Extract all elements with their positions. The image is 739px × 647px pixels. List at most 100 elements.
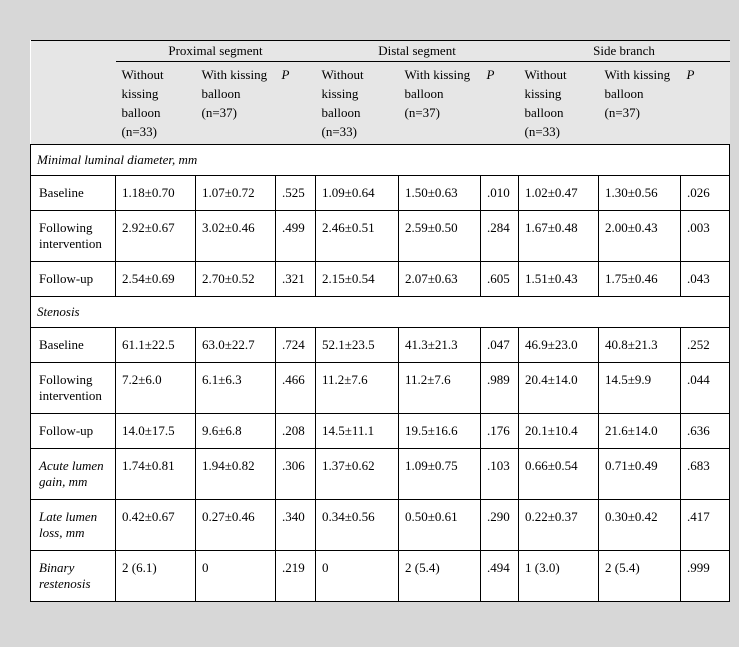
value-cell: 11.2±7.6	[315, 362, 400, 414]
value-cell: 40.8±21.3	[598, 327, 682, 363]
value-cell: 2.07±0.63	[398, 261, 482, 297]
p-value-cell: .605	[480, 261, 520, 297]
subheader-with-kissing-balloon: With kissing balloon (n=37)	[598, 61, 681, 145]
p-value-cell: .636	[680, 413, 731, 449]
p-value-cell: .010	[480, 175, 520, 211]
value-cell: 1.75±0.46	[598, 261, 682, 297]
value-cell: 2.92±0.67	[115, 210, 196, 262]
p-value-cell: .466	[274, 362, 317, 414]
row-label: Late lumen loss, mm	[30, 499, 116, 551]
p-value-cell: .340	[274, 499, 317, 551]
value-cell: 46.9±23.0	[518, 327, 600, 363]
group-header-distal-segment: Distal segment	[315, 40, 519, 62]
p-value-cell: .499	[274, 210, 317, 262]
p-value-cell: .103	[480, 448, 520, 500]
value-cell: 2.54±0.69	[115, 261, 196, 297]
section-label: Minimal luminal diameter, mm	[29, 144, 731, 176]
value-cell: 1.51±0.43	[518, 261, 600, 297]
value-cell: 19.5±16.6	[398, 413, 482, 449]
subheader-with-kissing-balloon: With kissing balloon (n=37)	[398, 61, 481, 145]
subheader-without-kissing-balloon: Without kissing balloon (n=33)	[115, 61, 196, 145]
value-cell: 20.1±10.4	[518, 413, 600, 449]
p-value-cell: .176	[480, 413, 520, 449]
value-cell: 20.4±14.0	[518, 362, 600, 414]
value-cell: 6.1±6.3	[195, 362, 276, 414]
value-cell: 0.71±0.49	[598, 448, 682, 500]
value-cell: 1.09±0.64	[315, 175, 400, 211]
value-cell: 9.6±6.8	[195, 413, 276, 449]
table-row: Following intervention 7.2±6.0 6.1±6.3.466…	[30, 362, 731, 414]
p-value-cell: .252	[680, 327, 731, 363]
subheader-without-kissing-balloon: Without kissing balloon (n=33)	[518, 61, 599, 145]
section-row: Stenosis	[29, 296, 731, 328]
p-value-cell: .047	[480, 327, 520, 363]
table-body: Minimal luminal diameter, mm Baseline 1.18…	[29, 144, 731, 602]
p-value-cell: .208	[274, 413, 317, 449]
subheader-without-kissing-balloon: Without kissing balloon (n=33)	[315, 61, 399, 145]
table-row: Binary restenosis 2 (6.1) 0.219 0 2 (5.4) .49…	[30, 550, 731, 602]
value-cell: 2.15±0.54	[315, 261, 400, 297]
value-cell: 1.74±0.81	[115, 448, 196, 500]
value-cell: 1.37±0.62	[315, 448, 400, 500]
p-value-cell: .724	[274, 327, 317, 363]
value-cell: 14.0±17.5	[115, 413, 196, 449]
table-row: Follow-up 14.0±17.5 9.6±6.8.208 14.5±11.1 19…	[30, 413, 731, 449]
value-cell: 63.0±22.7	[195, 327, 276, 363]
table-row: Following intervention 2.92±0.67 3.02±0.46…	[30, 210, 731, 262]
value-cell: 0.30±0.42	[598, 499, 682, 551]
p-value-cell: .044	[680, 362, 731, 414]
row-label: Baseline	[30, 327, 116, 363]
value-cell: 14.5±9.9	[598, 362, 682, 414]
group-header-side-branch: Side branch	[518, 40, 730, 62]
row-label: Baseline	[30, 175, 116, 211]
row-label: Follow-up	[30, 413, 116, 449]
value-cell: 7.2±6.0	[115, 362, 196, 414]
value-cell: 0	[315, 550, 400, 602]
value-cell: 0.50±0.61	[398, 499, 482, 551]
value-cell: 3.02±0.46	[195, 210, 276, 262]
p-value-cell: .989	[480, 362, 520, 414]
value-cell: 52.1±23.5	[315, 327, 400, 363]
value-cell: 2.70±0.52	[195, 261, 276, 297]
subheader-row: Without kissing balloon (n=33) With kiss…	[30, 61, 730, 145]
p-value-cell: .026	[680, 175, 731, 211]
value-cell: 1.30±0.56	[598, 175, 682, 211]
value-cell: 1.50±0.63	[398, 175, 482, 211]
row-label: Following intervention	[30, 362, 116, 414]
p-value-cell: .306	[274, 448, 317, 500]
p-value-cell: .321	[274, 261, 317, 297]
row-label: Following intervention	[30, 210, 116, 262]
section-label: Stenosis	[29, 296, 731, 328]
value-cell: 14.5±11.1	[315, 413, 400, 449]
value-cell: 1.18±0.70	[115, 175, 196, 211]
corner-cell	[30, 40, 116, 62]
value-cell: 0.22±0.37	[518, 499, 600, 551]
p-value-cell: .525	[274, 175, 317, 211]
value-cell: 1.67±0.48	[518, 210, 600, 262]
row-label: Acute lumen gain, mm	[30, 448, 116, 500]
table-row: Late lumen loss, mm 0.42±0.67 0.27±0.46.34…	[30, 499, 731, 551]
value-cell: 2 (6.1)	[115, 550, 196, 602]
table-row: Follow-up 2.54±0.69 2.70±0.52.321 2.15±0.54…	[30, 261, 731, 297]
section-row: Minimal luminal diameter, mm	[29, 144, 731, 176]
value-cell: 1.94±0.82	[195, 448, 276, 500]
value-cell: 0.42±0.67	[115, 499, 196, 551]
p-value-cell: .003	[680, 210, 731, 262]
value-cell: 2.59±0.50	[398, 210, 482, 262]
value-cell: 61.1±22.5	[115, 327, 196, 363]
p-value-cell: .683	[680, 448, 731, 500]
value-cell: 21.6±14.0	[598, 413, 682, 449]
value-cell: 0.27±0.46	[195, 499, 276, 551]
value-cell: 11.2±7.6	[398, 362, 482, 414]
p-value-cell: .043	[680, 261, 731, 297]
value-cell: 2.00±0.43	[598, 210, 682, 262]
row-label: Follow-up	[30, 261, 116, 297]
qca-results-table: Proximal segment Distal segment Side bra…	[29, 40, 731, 602]
subheader-with-kissing-balloon: With kissing balloon (n=37)	[195, 61, 276, 145]
table-row: Baseline 61.1±22.5 63.0±22.7.724 52.1±23.5 4…	[30, 327, 731, 363]
subheader-p-value: P	[275, 61, 316, 145]
subheader-p-value: P	[680, 61, 730, 145]
value-cell: 1 (3.0)	[518, 550, 600, 602]
p-value-cell: .417	[680, 499, 731, 551]
